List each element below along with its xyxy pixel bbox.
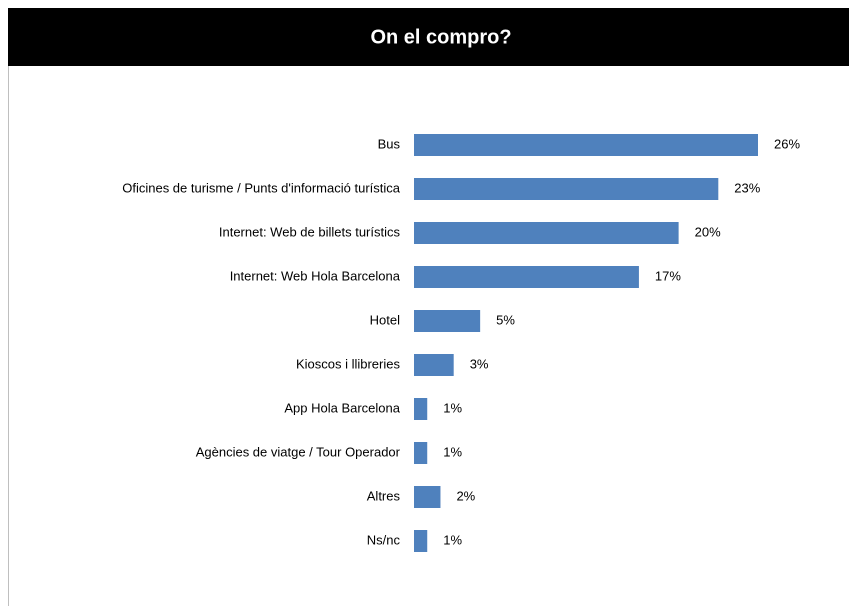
bar	[414, 354, 454, 376]
category-label: Altres	[367, 488, 401, 503]
value-label: 2%	[456, 488, 475, 503]
value-label: 1%	[443, 400, 462, 415]
category-label: Internet: Web de billets turístics	[219, 224, 401, 239]
bar	[414, 266, 639, 288]
value-label: 23%	[734, 180, 760, 195]
value-label: 1%	[443, 444, 462, 459]
title-bar	[8, 8, 849, 66]
bar	[414, 442, 428, 464]
bar	[414, 486, 441, 508]
category-label: Bus	[378, 136, 401, 151]
bar	[414, 530, 428, 552]
category-label: Agències de viatge / Tour Operador	[196, 444, 401, 459]
bar	[414, 134, 758, 156]
category-label: Kioscos i llibreries	[296, 356, 401, 371]
value-label: 3%	[470, 356, 489, 371]
category-label: App Hola Barcelona	[284, 400, 400, 415]
value-label: 26%	[774, 136, 800, 151]
chart-title: On el compro?	[370, 26, 511, 48]
value-label: 5%	[496, 312, 515, 327]
category-label: Hotel	[370, 312, 400, 327]
value-label: 1%	[443, 532, 462, 547]
category-label: Oficines de turisme / Punts d'informació…	[122, 180, 401, 195]
category-label: Internet: Web Hola Barcelona	[230, 268, 401, 283]
value-label: 17%	[655, 268, 681, 283]
bar	[414, 310, 481, 332]
bar	[414, 178, 719, 200]
bar	[414, 222, 679, 244]
category-label: Ns/nc	[367, 532, 401, 547]
bar	[414, 398, 428, 420]
value-label: 20%	[695, 224, 721, 239]
